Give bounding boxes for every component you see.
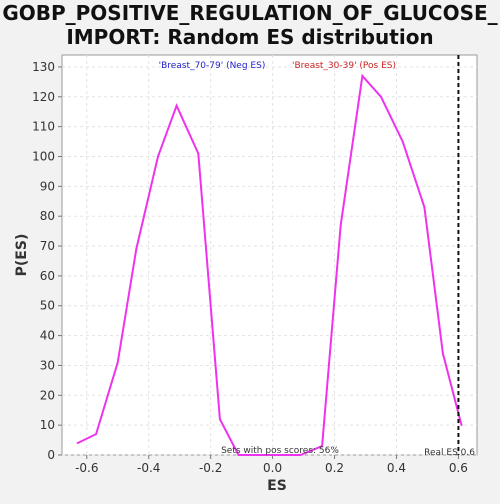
series-point	[157, 155, 159, 158]
x-tick-label: 0.4	[387, 461, 406, 475]
series-point	[460, 424, 463, 427]
series-point	[299, 454, 302, 456]
series-point	[259, 454, 262, 456]
series-point	[380, 95, 382, 98]
y-tick-label: 30	[40, 358, 55, 372]
series-point	[423, 206, 426, 209]
legend-entry-pos: 'Breast_30-39' (Pos ES)	[292, 61, 396, 71]
y-tick-label: 60	[40, 269, 55, 283]
x-tick-label: -0.4	[137, 461, 160, 475]
y-tick-label: 80	[40, 209, 55, 223]
y-tick-label: 100	[32, 149, 55, 163]
x-tick-label: 0.0	[263, 461, 282, 475]
y-tick-label: 10	[40, 418, 55, 432]
series-point	[116, 361, 119, 364]
y-tick-label: 120	[32, 90, 55, 104]
x-tick-label: -0.6	[75, 461, 98, 475]
pos-scores-annotation: Sets with pos scores: 56%	[221, 446, 339, 456]
x-tick-label: 0.2	[325, 461, 344, 475]
series-layer	[76, 73, 463, 456]
legend-entry-neg: 'Breast_70-79' (Neg ES)	[159, 61, 266, 71]
es-distribution-series	[77, 73, 463, 456]
chart-title-line-1: GOBP_POSITIVE_REGULATION_OF_GLUCOSE_	[2, 1, 497, 25]
y-tick-label: 0	[47, 448, 55, 462]
y-tick-label: 130	[32, 60, 55, 74]
series-point	[219, 418, 221, 421]
series-point	[339, 224, 342, 227]
y-axis-label: P(ES)	[14, 234, 30, 277]
series-point	[401, 140, 404, 143]
series-point	[95, 433, 97, 436]
x-axis-label: ES	[267, 478, 287, 494]
series-point	[135, 248, 138, 250]
y-tick-label: 110	[32, 120, 55, 134]
series-point	[442, 352, 444, 355]
series-point	[197, 152, 200, 155]
series-point	[277, 454, 280, 456]
series-point	[175, 104, 178, 107]
y-tick-label: 70	[40, 239, 55, 253]
y-tick-label: 50	[40, 299, 55, 313]
chart-title-line-2: IMPORT: Random ES distribution	[66, 25, 433, 49]
x-tick-label: -0.2	[199, 461, 222, 475]
y-tick-label: 90	[40, 179, 55, 193]
series-point	[361, 74, 364, 77]
series-point	[76, 442, 79, 444]
axis-ticks: 0 10 20 30 40 50 60 70 80 90 100 110 120 130 -0.6 -0.4 -…	[32, 60, 468, 475]
series-point	[321, 445, 324, 447]
plot-area	[61, 54, 478, 456]
y-tick-label: 20	[40, 388, 55, 402]
y-tick-label: 40	[40, 329, 55, 343]
x-tick-label: 0.6	[449, 461, 468, 475]
series-point	[237, 454, 240, 456]
real-es-label: Real ES 0.6	[424, 448, 475, 458]
